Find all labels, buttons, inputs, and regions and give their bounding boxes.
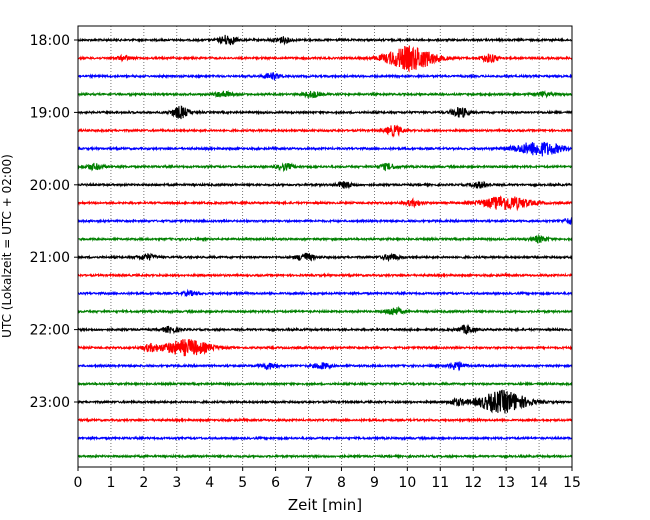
seismic-trace — [77, 252, 573, 263]
seismic-trace — [77, 45, 573, 73]
x-axis: 0 1 2 3 4 5 6 7 8 9 10 11 12 13 14 15 — [74, 467, 581, 491]
x-tick-label: 5 — [238, 475, 247, 491]
seismic-trace — [77, 195, 573, 212]
seismic-trace — [77, 453, 573, 460]
seismic-trace — [77, 105, 573, 120]
seismic-trace — [77, 124, 573, 138]
y-tick-label: 20:00 — [30, 178, 70, 194]
x-tick-label: 2 — [139, 475, 148, 491]
y-tick-label: 22:00 — [30, 323, 70, 339]
x-tick-label: 4 — [205, 475, 214, 491]
x-tick-label: 15 — [563, 475, 581, 491]
x-tick-label: 10 — [398, 475, 416, 491]
seismic-traces — [77, 34, 573, 460]
seismic-trace — [77, 361, 573, 372]
seismic-trace — [77, 417, 573, 424]
seismic-trace — [77, 141, 573, 157]
seismic-trace — [77, 389, 573, 414]
x-tick-label: 9 — [370, 475, 379, 491]
seismic-trace — [77, 233, 573, 245]
y-axis: 18:00 19:00 20:00 21:00 22:00 23:00 — [30, 33, 78, 411]
x-tick-label: 7 — [304, 475, 313, 491]
x-tick-label: 3 — [172, 475, 181, 491]
x-tick-label: 0 — [74, 475, 83, 491]
seismic-trace — [77, 162, 573, 173]
seismic-trace — [77, 323, 573, 335]
x-tick-label: 8 — [337, 475, 346, 491]
seismic-trace — [77, 288, 573, 298]
seismic-trace — [77, 380, 573, 387]
seismic-trace — [77, 34, 573, 46]
y-axis-title: UTC (Lokalzeit = UTC + 02:00) — [0, 154, 14, 338]
x-tick-label: 13 — [497, 475, 515, 491]
x-tick-label: 1 — [106, 475, 115, 491]
seismic-trace — [77, 89, 573, 99]
seismic-trace — [77, 180, 573, 190]
x-tick-label: 11 — [431, 475, 449, 491]
x-tick-label: 12 — [464, 475, 482, 491]
y-tick-label: 18:00 — [30, 33, 70, 49]
seismic-trace — [77, 71, 573, 81]
seismic-trace — [77, 217, 573, 225]
seismic-trace — [77, 339, 573, 357]
x-axis-title: Zeit [min] — [288, 496, 362, 514]
y-tick-label: 21:00 — [30, 250, 70, 266]
seismic-trace — [77, 272, 573, 279]
y-tick-label: 19:00 — [30, 105, 70, 121]
seismic-trace — [77, 435, 573, 442]
plot-frame — [77, 25, 573, 468]
x-tick-label: 14 — [530, 475, 548, 491]
y-tick-label: 23:00 — [30, 395, 70, 411]
x-tick-label: 6 — [271, 475, 280, 491]
seismic-trace — [77, 305, 573, 316]
